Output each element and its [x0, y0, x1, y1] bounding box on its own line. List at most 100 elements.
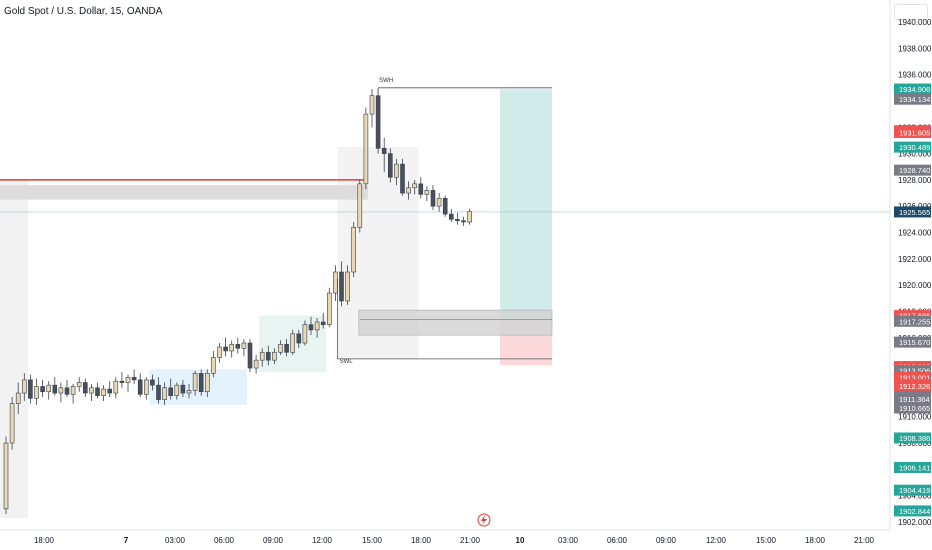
candle	[278, 344, 283, 353]
chart-settings-button[interactable]	[894, 4, 928, 20]
candle	[424, 190, 430, 195]
price-tag-label: 1910.665	[899, 404, 930, 413]
price-tick-label: 1910.000	[898, 413, 932, 422]
price-tag	[894, 141, 931, 153]
candle	[223, 346, 228, 352]
time-tick-label: 18:00	[411, 536, 432, 545]
candle	[339, 271, 344, 302]
candle	[387, 153, 393, 178]
price-tick-label: 1936.000	[898, 71, 932, 80]
price-tag-label: 1913.001	[899, 373, 930, 382]
price-tag	[894, 206, 931, 218]
candle	[247, 342, 253, 369]
time-tick-label: 06:00	[214, 536, 235, 545]
candle	[162, 387, 167, 400]
candle	[418, 183, 424, 195]
time-tick-label: 15:00	[362, 536, 383, 545]
long-position-target-area[interactable]	[500, 89, 552, 320]
candle	[125, 376, 131, 383]
price-tag	[894, 164, 931, 176]
candle	[467, 211, 472, 223]
candle	[461, 220, 466, 223]
price-tag-label: 1934.134	[899, 95, 930, 104]
candle	[448, 213, 454, 220]
candle	[113, 380, 119, 394]
time-tick-label: 15:00	[756, 536, 777, 545]
price-tag-label: 1913.506	[899, 367, 930, 376]
supply-zone	[0, 185, 368, 200]
candle	[64, 387, 70, 395]
price-tag-label: 1902.844	[899, 507, 930, 516]
candle	[217, 346, 222, 358]
candle	[302, 324, 308, 344]
price-tick-label: 1940.000	[898, 18, 932, 27]
price-tag-label: 1915.670	[899, 338, 930, 347]
candle	[46, 384, 52, 393]
candle	[156, 384, 161, 400]
candle	[265, 351, 271, 361]
candle	[351, 226, 357, 273]
demand-zone	[358, 309, 553, 336]
candle	[455, 219, 460, 221]
price-tag-label: 1912.326	[899, 382, 930, 391]
price-tag	[894, 315, 931, 327]
price-tag	[894, 380, 931, 392]
time-tick-label: 06:00	[607, 536, 628, 545]
lightning-icon	[481, 515, 487, 525]
candle	[70, 386, 76, 395]
price-tag-label: 1908.386	[899, 434, 930, 443]
price-tag	[894, 484, 931, 496]
candle	[211, 357, 216, 374]
time-tick-label: 09:00	[656, 536, 677, 545]
price-tag-label: 1911.364	[899, 395, 930, 404]
candle	[394, 163, 399, 178]
candle	[15, 392, 21, 404]
candle	[198, 373, 204, 393]
candle	[83, 382, 88, 394]
price-tag-label: 1906.141	[899, 464, 930, 473]
candle	[369, 95, 375, 115]
price-tag	[894, 310, 931, 322]
candle	[290, 333, 296, 353]
candle	[430, 190, 436, 207]
candle	[412, 183, 418, 189]
time-tick-label: 12:00	[312, 536, 333, 545]
candle	[406, 187, 411, 194]
time-tick-label: 12:00	[706, 536, 727, 545]
price-tick-label: 1920.000	[898, 281, 932, 290]
candle	[58, 387, 64, 394]
price-tag	[894, 402, 931, 414]
candle	[40, 386, 45, 393]
price-tick-label: 1928.000	[898, 176, 932, 185]
candle	[89, 387, 94, 394]
price-tag	[894, 336, 931, 348]
candle	[76, 382, 82, 387]
candle	[357, 183, 363, 228]
price-tag-label: 1925.565	[899, 208, 930, 217]
price-tick-label: 1908.000	[898, 439, 932, 448]
price-tag	[894, 462, 931, 474]
candle	[101, 388, 106, 396]
time-tick-label: 21:00	[460, 536, 481, 545]
time-tick-label: 03:00	[165, 536, 186, 545]
candle	[28, 379, 33, 399]
time-tick-label: 18:00	[805, 536, 826, 545]
candle	[314, 321, 320, 331]
swl-label: SWL	[340, 359, 354, 365]
candle	[144, 379, 149, 395]
candle	[229, 344, 234, 352]
candle	[3, 442, 9, 510]
swh-label: SWH	[379, 78, 393, 84]
candle	[253, 359, 259, 369]
candle	[180, 384, 186, 394]
time-tick-label: 18:00	[34, 536, 55, 545]
candle	[296, 333, 302, 344]
price-tick-label: 1904.000	[898, 492, 932, 501]
candle	[119, 380, 125, 383]
candle	[272, 351, 277, 361]
candle	[192, 373, 198, 391]
price-tag	[894, 393, 931, 405]
candle	[95, 387, 100, 396]
price-tick-label: 1922.000	[898, 255, 932, 264]
